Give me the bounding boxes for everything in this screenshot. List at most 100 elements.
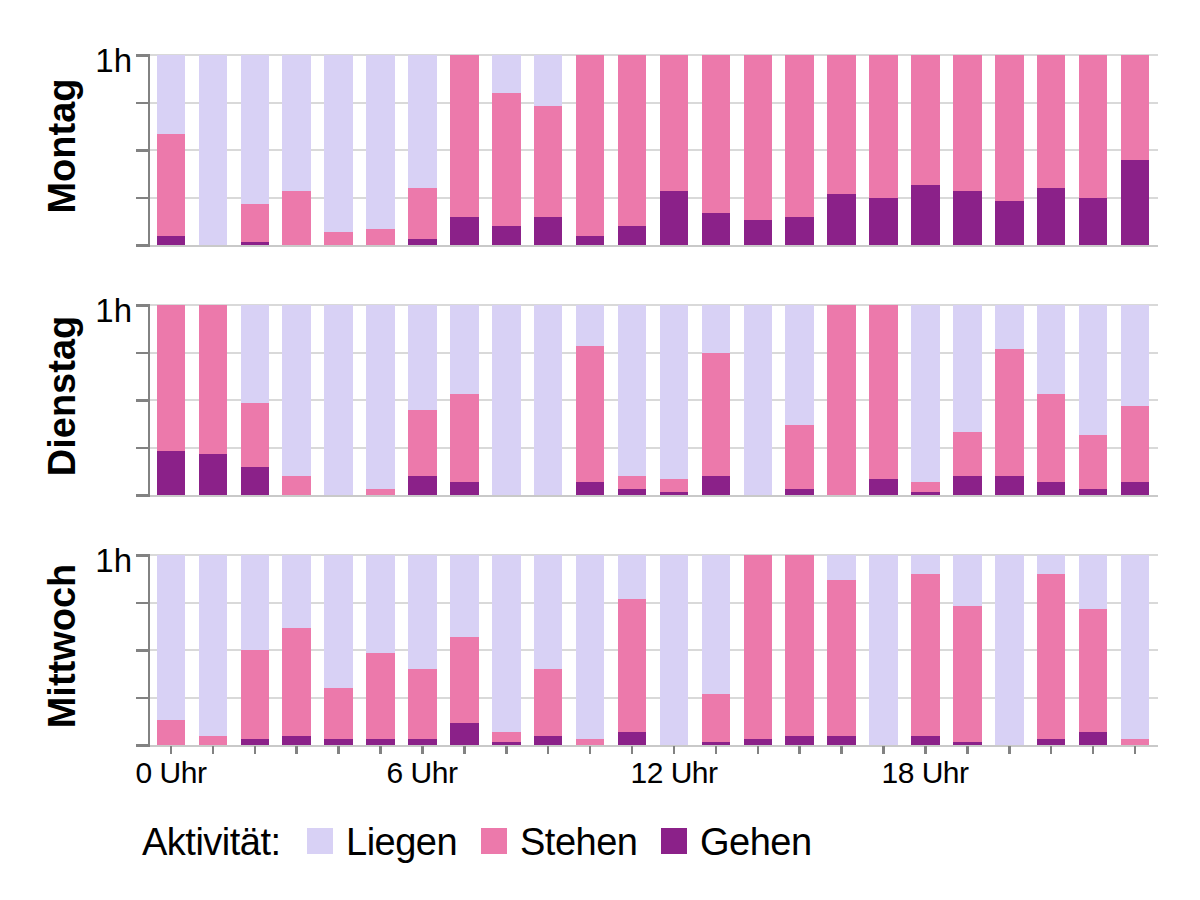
bar-segment-liegen bbox=[618, 555, 647, 599]
y-tick bbox=[136, 744, 148, 747]
bar-segment-liegen bbox=[618, 305, 647, 476]
bar-segment-liegen bbox=[702, 305, 731, 353]
bar-segment-stehen bbox=[995, 349, 1024, 476]
bar-segment-stehen bbox=[408, 669, 437, 739]
bar-segment-liegen bbox=[408, 305, 437, 410]
bar-segment-stehen bbox=[827, 55, 856, 194]
bar-segment-stehen bbox=[1037, 574, 1066, 739]
bar-segment-gehen bbox=[785, 489, 814, 495]
bar-segment-gehen bbox=[618, 732, 647, 745]
bar-segment-stehen bbox=[702, 55, 731, 213]
bar-hour-1 bbox=[199, 555, 228, 745]
bar-segment-gehen bbox=[157, 451, 186, 495]
bar-hour-23 bbox=[1121, 55, 1150, 245]
bar-segment-stehen bbox=[702, 694, 731, 742]
bar-segment-stehen bbox=[744, 555, 773, 739]
bar-segment-liegen bbox=[576, 305, 605, 346]
bar-segment-liegen bbox=[953, 555, 982, 606]
bar-segment-stehen bbox=[618, 476, 647, 489]
bar-segment-liegen bbox=[282, 555, 311, 628]
y-tick bbox=[136, 554, 148, 557]
x-tick bbox=[924, 746, 927, 754]
legend-swatch-gehen bbox=[661, 828, 687, 854]
bar-hour-23 bbox=[1121, 555, 1150, 745]
legend-label-gehen: Gehen bbox=[700, 823, 812, 861]
bar-segment-stehen bbox=[1121, 55, 1150, 160]
bar-hour-8 bbox=[492, 555, 521, 745]
bar-segment-gehen bbox=[450, 723, 479, 745]
bar-segment-liegen bbox=[408, 555, 437, 669]
bar-hour-2 bbox=[241, 55, 270, 245]
bar-hour-18 bbox=[911, 55, 940, 245]
bar-hour-7 bbox=[450, 55, 479, 245]
x-tick bbox=[798, 746, 801, 754]
bar-segment-gehen bbox=[911, 185, 940, 245]
bar-segment-gehen bbox=[157, 236, 186, 246]
bar-hour-0 bbox=[157, 555, 186, 745]
bar-hour-21 bbox=[1037, 305, 1066, 495]
bar-segment-stehen bbox=[450, 394, 479, 483]
x-tick bbox=[295, 746, 298, 754]
bar-hour-20 bbox=[995, 555, 1024, 745]
bar-segment-stehen bbox=[618, 55, 647, 226]
bar-segment-stehen bbox=[702, 353, 731, 477]
xtick-label-18uhr: 18 Uhr bbox=[881, 758, 968, 788]
bar-hour-12 bbox=[660, 305, 689, 495]
bar-segment-gehen bbox=[953, 742, 982, 745]
bar-hour-18 bbox=[911, 555, 940, 745]
bar-segment-gehen bbox=[366, 739, 395, 745]
bar-hour-0 bbox=[157, 305, 186, 495]
bar-segment-stehen bbox=[869, 55, 898, 198]
y-tick bbox=[136, 102, 148, 105]
bar-segment-liegen bbox=[282, 305, 311, 476]
bar-segment-stehen bbox=[1079, 55, 1108, 198]
bar-segment-stehen bbox=[241, 204, 270, 242]
bar-segment-stehen bbox=[324, 688, 353, 739]
bar-hour-10 bbox=[576, 55, 605, 245]
bar-segment-stehen bbox=[199, 305, 228, 454]
bar-segment-liegen bbox=[492, 55, 521, 93]
bar-segment-gehen bbox=[199, 454, 228, 495]
bar-segment-liegen bbox=[450, 555, 479, 637]
bar-hour-5 bbox=[366, 305, 395, 495]
bar-hour-5 bbox=[366, 55, 395, 245]
bar-segment-stehen bbox=[744, 55, 773, 220]
bar-hour-4 bbox=[324, 305, 353, 495]
bar-segment-liegen bbox=[534, 55, 563, 106]
legend-title: Aktivität: bbox=[142, 823, 281, 861]
bar-segment-liegen bbox=[744, 305, 773, 495]
bar-hour-10 bbox=[576, 555, 605, 745]
x-tick bbox=[170, 746, 173, 754]
x-tick bbox=[840, 746, 843, 754]
bar-segment-stehen bbox=[534, 106, 563, 217]
bar-segment-liegen bbox=[324, 305, 353, 495]
bar-segment-liegen bbox=[241, 305, 270, 403]
bar-segment-stehen bbox=[366, 489, 395, 495]
bar-hour-15 bbox=[785, 305, 814, 495]
bar-segment-stehen bbox=[157, 720, 186, 745]
bar-segment-gehen bbox=[408, 476, 437, 495]
row-label-montag: Montag bbox=[41, 78, 84, 213]
bar-hour-15 bbox=[785, 555, 814, 745]
x-tick bbox=[1134, 746, 1137, 754]
x-tick bbox=[589, 746, 592, 754]
x-tick bbox=[1008, 746, 1011, 754]
bar-segment-stehen bbox=[869, 305, 898, 479]
y-tick bbox=[136, 602, 148, 605]
x-tick bbox=[421, 746, 424, 754]
bar-segment-liegen bbox=[953, 305, 982, 432]
bar-segment-liegen bbox=[785, 305, 814, 425]
bar-segment-gehen bbox=[995, 201, 1024, 245]
bar-hour-1 bbox=[199, 55, 228, 245]
bar-segment-liegen bbox=[660, 305, 689, 479]
bar-hour-4 bbox=[324, 555, 353, 745]
bar-segment-gehen bbox=[241, 242, 270, 245]
y-tick bbox=[136, 447, 148, 450]
bar-hour-14 bbox=[744, 555, 773, 745]
bar-hour-11 bbox=[618, 555, 647, 745]
bar-hour-2 bbox=[241, 305, 270, 495]
y-tick bbox=[136, 304, 148, 307]
x-tick bbox=[379, 746, 382, 754]
x-tick bbox=[1050, 746, 1053, 754]
bar-segment-gehen bbox=[492, 742, 521, 745]
